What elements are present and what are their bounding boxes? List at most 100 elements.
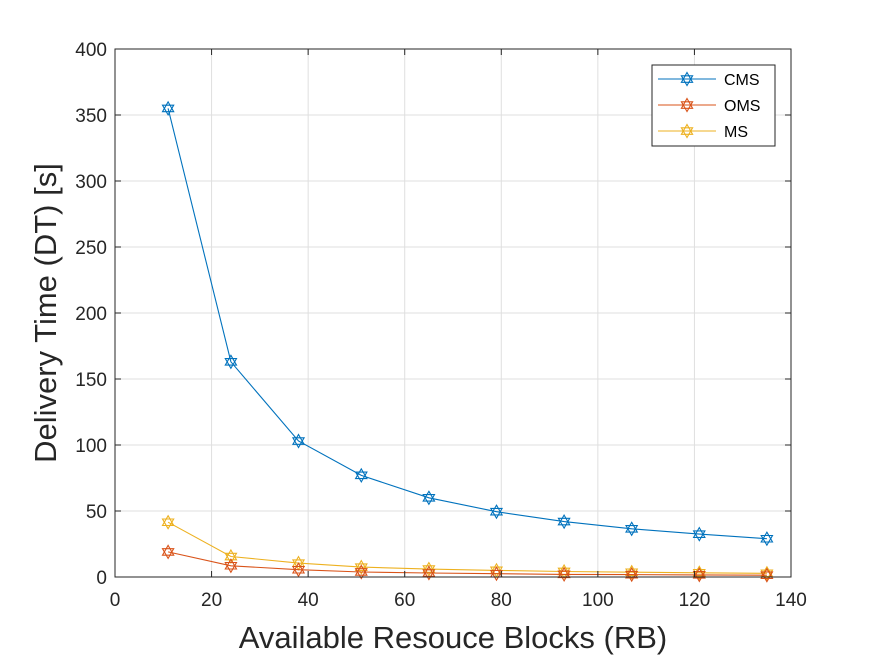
y-tick-label: 50	[86, 502, 107, 523]
series-oms-point-tri-down	[625, 570, 639, 583]
series-cms-point-tri-down	[224, 358, 238, 370]
y-tick-label: 250	[75, 238, 107, 259]
x-tick-label: 60	[394, 590, 415, 611]
series-cms-point-tri-down	[291, 437, 306, 449]
series-oms-point-tri-down	[291, 565, 306, 578]
series-oms-point-tri-up	[557, 566, 571, 579]
series-cms-point	[422, 490, 436, 506]
y-tick-label: 100	[75, 436, 107, 457]
legend-marker-oms-tri-down	[680, 101, 694, 113]
series-cms-point-tri-down	[422, 494, 436, 506]
series-oms-point-tri-down	[354, 568, 368, 580]
series-cms-point-tri-down	[354, 471, 368, 484]
series-cms	[161, 100, 774, 547]
series-cms-point	[557, 514, 571, 530]
series-oms-point-tri-up	[291, 562, 306, 574]
series-oms-point-tri-up	[760, 567, 774, 579]
series-oms-point	[557, 566, 571, 583]
series-cms-point	[354, 467, 368, 484]
series-cms-point-tri-up	[161, 100, 175, 113]
x-axis-label: Available Resouce Blocks (RB)	[239, 620, 667, 655]
legend-marker-ms-tri-down	[680, 127, 694, 139]
series-cms-point-tri-down	[161, 104, 175, 117]
grid	[115, 49, 791, 577]
y-tick-label: 400	[75, 40, 107, 61]
x-tick-label: 140	[775, 590, 807, 611]
series-cms-point-tri-up	[625, 521, 639, 533]
series-oms-point-tri-up	[692, 567, 706, 579]
y-tick-label: 350	[75, 106, 107, 127]
series-cms-point	[692, 526, 706, 542]
legend-marker-oms-tri-up	[680, 97, 694, 109]
series-cms-point-tri-up	[224, 354, 238, 366]
series-cms-point-tri-up	[291, 433, 306, 445]
y-tick-label: 150	[75, 370, 107, 391]
series-ms-point	[161, 514, 175, 530]
legend-marker-cms	[680, 71, 694, 87]
series-cms-point	[625, 521, 639, 537]
series-oms-point	[224, 558, 238, 574]
series-ms-point-tri-up	[422, 561, 436, 573]
series-oms-point-tri-down	[489, 569, 504, 582]
series-oms-point-tri-up	[422, 565, 436, 577]
y-tick-label: 0	[96, 568, 107, 589]
series-oms-line	[167, 551, 767, 576]
series-cms-line	[167, 108, 767, 540]
series-cms-point-tri-up	[760, 531, 774, 543]
series-oms-point-tri-down	[224, 561, 238, 574]
x-tick-label: 120	[679, 590, 711, 611]
series-ms-point-tri-down	[291, 559, 306, 571]
series-oms-point	[422, 565, 436, 581]
legend: CMS OMS MS	[651, 64, 776, 147]
y-tick-label: 300	[75, 172, 107, 193]
series-cms-point	[291, 433, 306, 449]
series-cms-point-tri-up	[489, 504, 504, 516]
series-oms-point	[161, 544, 175, 560]
x-tick-label: 40	[298, 590, 319, 611]
series-oms-point-tri-down	[422, 569, 436, 581]
y-axis-label: Delivery Time (DT) [s]	[28, 163, 63, 463]
ticks: 0 20 40 60 80 100 120 140 0 50 100 150 200 250 300 350 4…	[75, 40, 807, 611]
series-oms-point	[354, 564, 368, 580]
legend-marker-ms-tri-up	[680, 123, 694, 135]
series-oms-point-tri-up	[224, 558, 238, 570]
x-tick-label: 0	[110, 590, 121, 611]
series-oms-point-tri-up	[354, 564, 368, 576]
x-tick-label: 100	[582, 590, 614, 611]
series-layer	[161, 100, 774, 583]
series-cms-point-tri-up	[422, 490, 436, 502]
legend-item-cms: CMS	[658, 71, 760, 89]
series-ms-point-tri-down	[161, 518, 175, 530]
legend-marker-cms-tri-up	[680, 71, 694, 83]
series-cms-point-tri-down	[489, 507, 504, 520]
x-tick-label: 20	[201, 590, 222, 611]
series-cms-point-tri-up	[354, 467, 368, 480]
y-tick-label: 200	[75, 304, 107, 325]
series-cms-point	[489, 504, 504, 520]
x-tick-label: 80	[491, 590, 512, 611]
series-oms-point-tri-up	[161, 544, 175, 556]
series-cms-point-tri-down	[692, 530, 706, 542]
series-cms-point	[161, 100, 175, 117]
legend-marker-ms	[680, 123, 694, 139]
series-oms-point	[291, 562, 306, 578]
legend-item-ms: MS	[658, 123, 748, 141]
series-cms-point-tri-up	[692, 526, 706, 538]
legend-label-oms: OMS	[724, 98, 760, 115]
series-ms-line	[167, 521, 767, 574]
series-cms-point	[760, 531, 774, 547]
series-cms-point-tri-down	[625, 525, 639, 537]
series-oms-point-tri-up	[625, 566, 639, 579]
legend-marker-cms-tri-down	[680, 75, 694, 87]
legend-marker-oms	[680, 97, 694, 113]
legend-label-ms: MS	[724, 124, 748, 141]
series-oms-point-tri-down	[557, 570, 571, 583]
series-cms-point-tri-down	[760, 534, 774, 547]
legend-item-oms: OMS	[658, 97, 760, 115]
legend-label-cms: CMS	[724, 72, 760, 89]
series-oms-point-tri-down	[161, 548, 175, 560]
series-cms-point	[224, 354, 238, 370]
series-cms-point-tri-up	[557, 514, 571, 526]
